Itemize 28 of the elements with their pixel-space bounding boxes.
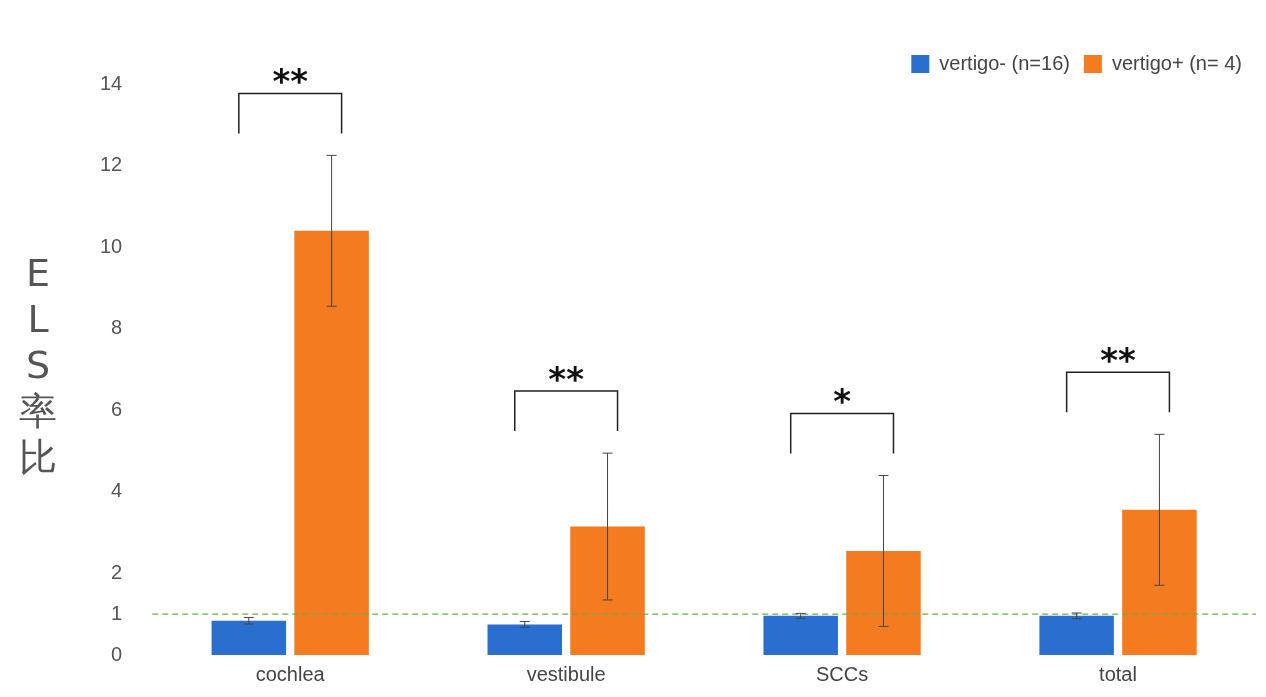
y-tick-label: 0	[111, 642, 123, 665]
x-tick-label: cochlea	[255, 662, 326, 685]
y-tick-label: 1	[111, 601, 123, 624]
y-tick-label: 2	[111, 560, 123, 583]
y-axis-title: ELS率比	[18, 250, 58, 480]
y-tick-label: 6	[111, 397, 123, 420]
bar	[211, 620, 287, 655]
annotation: **	[272, 61, 309, 102]
bar	[763, 615, 838, 655]
bar	[487, 624, 563, 655]
y-tick-label: 10	[100, 234, 123, 257]
bar	[1122, 509, 1197, 655]
bar	[570, 526, 645, 655]
y-tick-label: 12	[100, 153, 123, 176]
x-tick-label: total	[1099, 662, 1137, 685]
x-tick-label: vestibule	[526, 662, 606, 685]
bar	[846, 551, 921, 655]
y-tick-label: 4	[111, 479, 123, 502]
y-tick-label: 14	[100, 71, 123, 94]
annotation: **	[1100, 340, 1137, 381]
x-tick-label: SCCs	[815, 662, 869, 685]
annotation: *	[833, 381, 852, 422]
legend-label: vertigo+ (n= 4)	[1111, 51, 1243, 74]
bar	[294, 230, 369, 655]
y-tick-label: 8	[111, 316, 123, 339]
legend-label: vertigo- (n=16)	[939, 51, 1070, 74]
annotation: **	[548, 358, 585, 399]
bar	[1039, 615, 1114, 655]
